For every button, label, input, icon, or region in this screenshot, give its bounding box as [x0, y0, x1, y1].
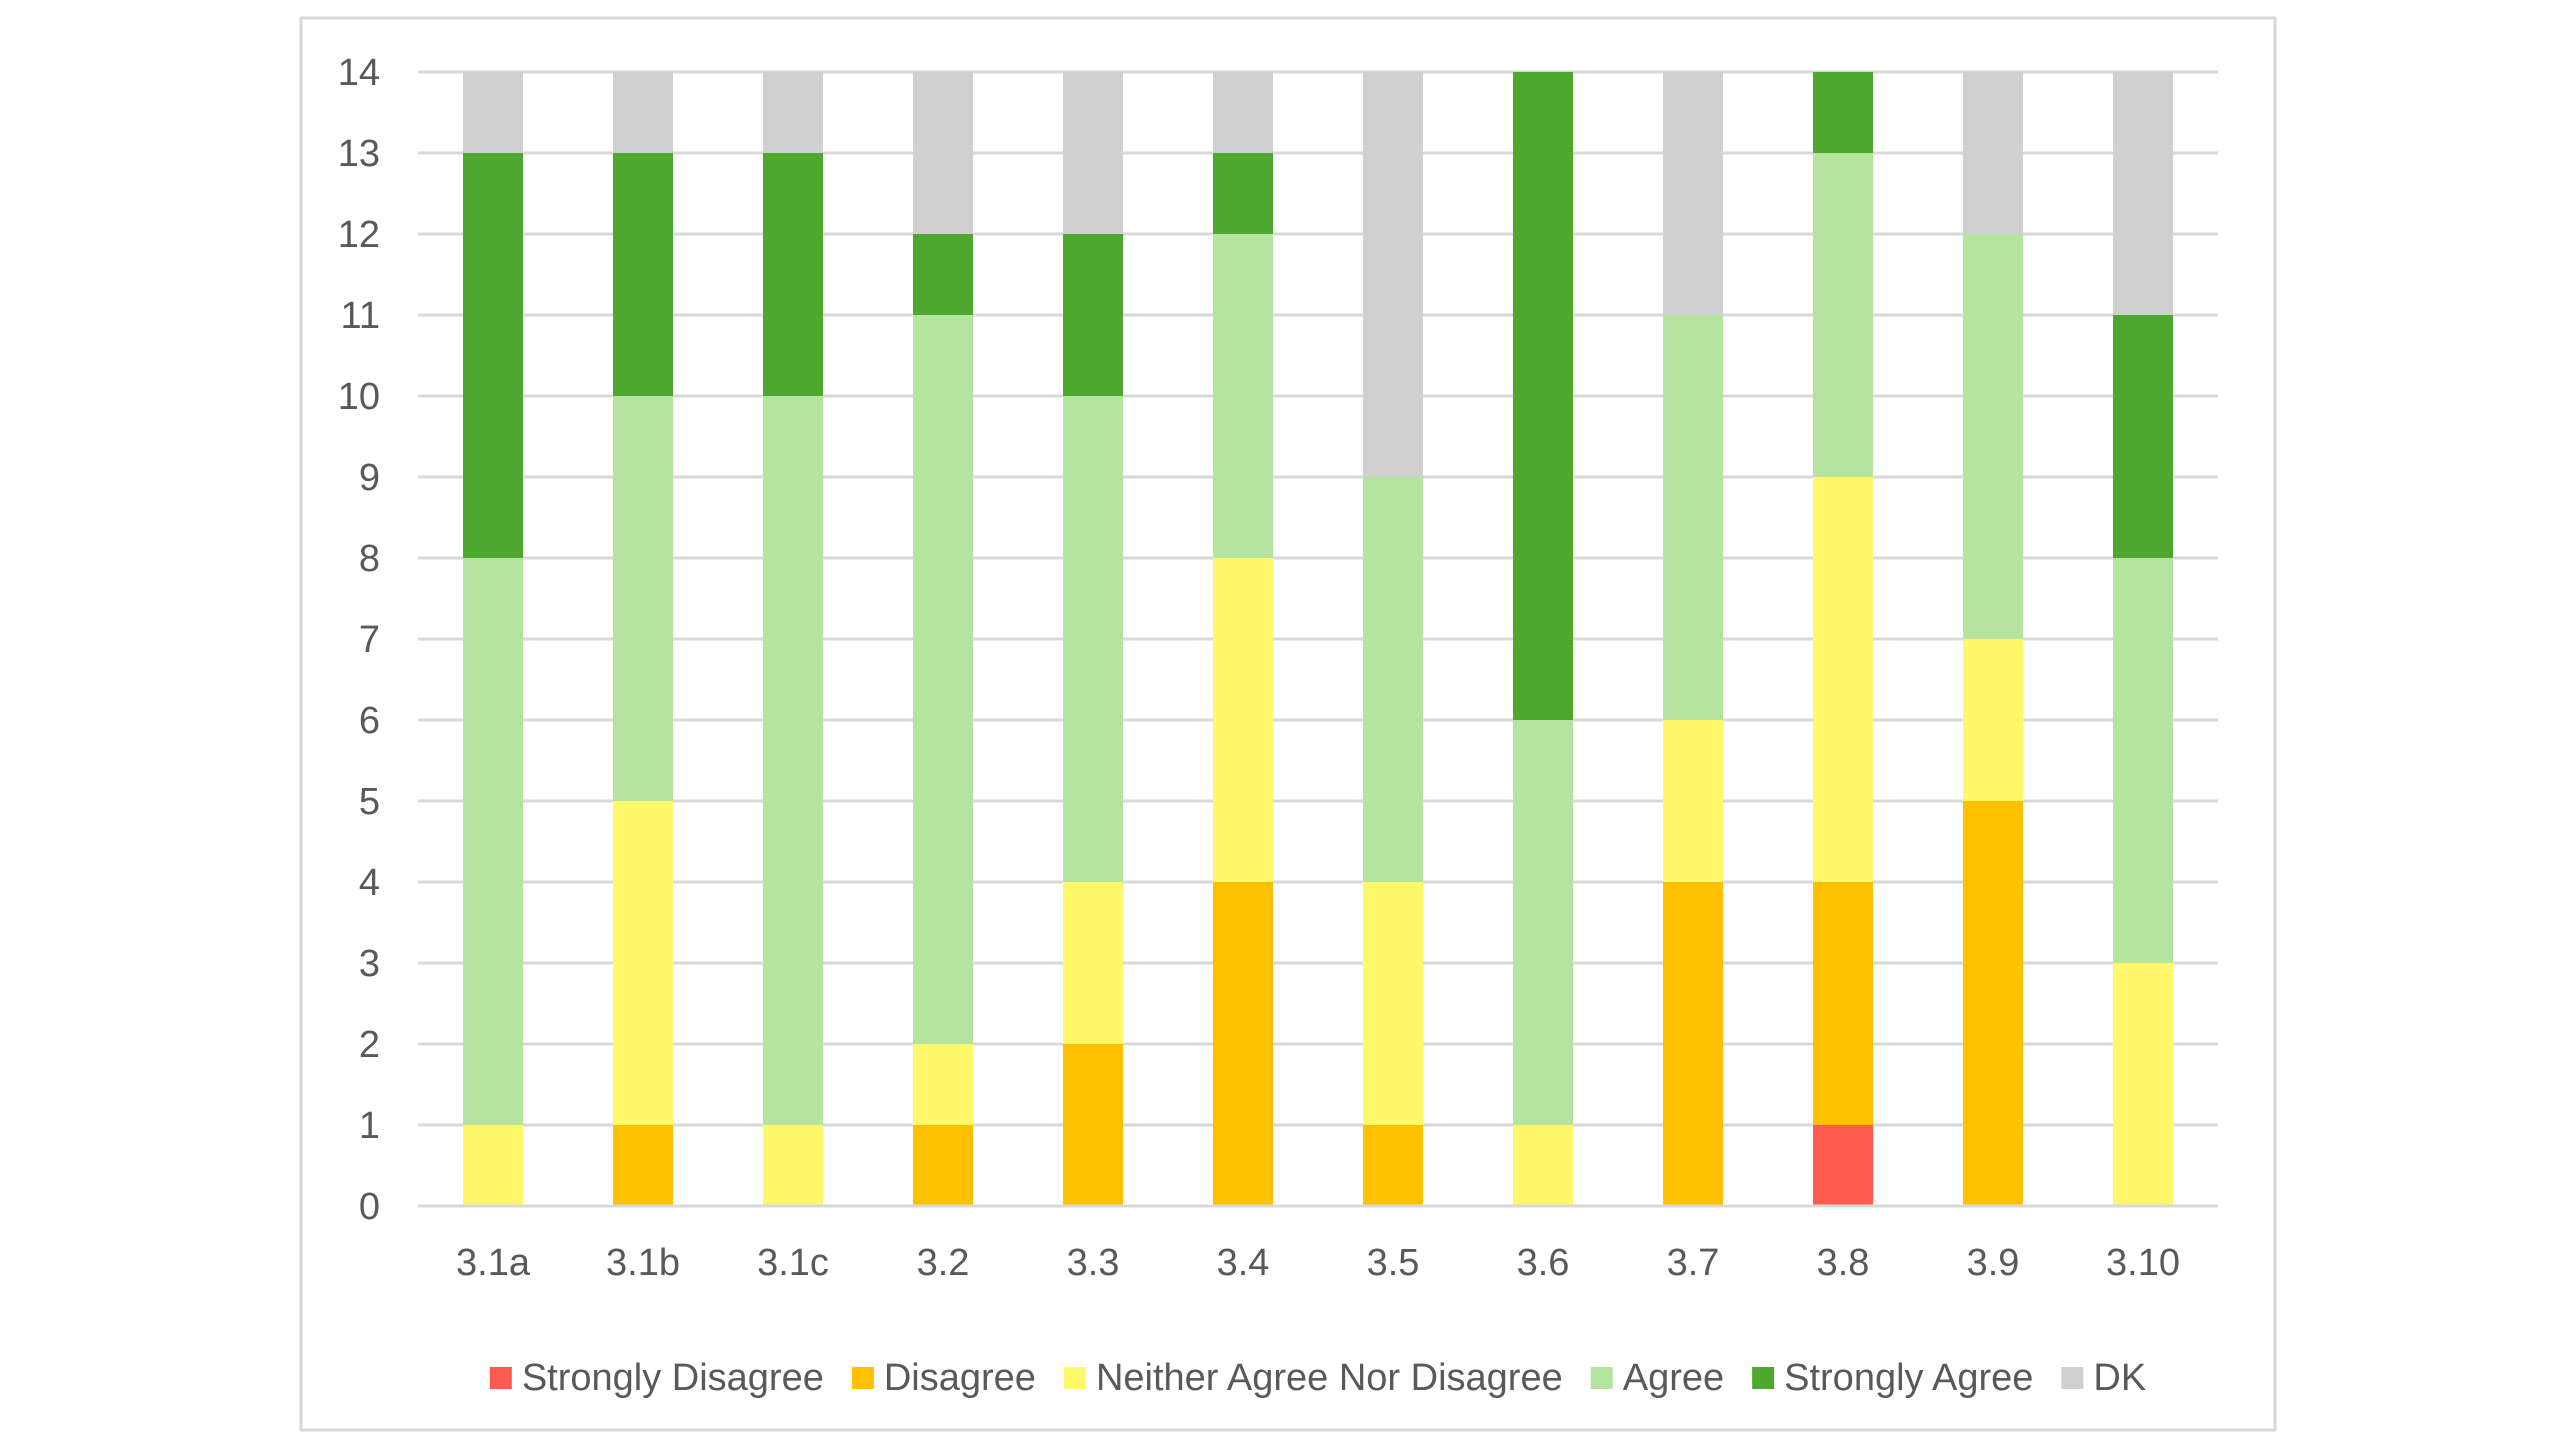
x-tick-label: 3.1b	[606, 1242, 680, 1284]
y-tick-label: 8	[359, 538, 380, 580]
x-tick-label: 3.6	[1517, 1242, 1570, 1284]
x-tick-label: 3.5	[1367, 1242, 1420, 1284]
x-tick-label: 3.3	[1067, 1242, 1120, 1284]
y-tick-label: 14	[338, 52, 380, 94]
legend-label: DK	[2093, 1357, 2146, 1399]
y-tick-label: 9	[359, 457, 380, 499]
bar-segment	[2113, 72, 2173, 315]
y-tick-label: 2	[359, 1024, 380, 1066]
bar-segment	[463, 558, 523, 1125]
bar-segment	[1663, 315, 1723, 720]
y-tick-label: 1	[359, 1105, 380, 1147]
y-tick-label: 6	[359, 700, 380, 742]
legend-label: Strongly Disagree	[522, 1357, 824, 1399]
bar-segment	[1063, 882, 1123, 1044]
bars	[463, 72, 2173, 1206]
legend-label: Agree	[1623, 1357, 1724, 1399]
x-tick-label: 3.7	[1667, 1242, 1720, 1284]
x-tick-label: 3.1a	[456, 1242, 531, 1284]
bar-segment	[1213, 153, 1273, 234]
bar-segment	[763, 153, 823, 396]
x-tick-label: 3.1c	[757, 1242, 829, 1284]
bar-segment	[1963, 72, 2023, 234]
y-tick-label: 0	[359, 1186, 380, 1228]
bar-segment	[463, 153, 523, 558]
bar-segment	[1063, 72, 1123, 234]
bar-segment	[913, 1125, 973, 1206]
x-tick-label: 3.8	[1817, 1242, 1870, 1284]
y-tick-label: 11	[341, 295, 380, 337]
bar-segment	[1663, 72, 1723, 315]
bar-segment	[2113, 315, 2173, 558]
bar-segment	[1813, 72, 1873, 153]
bar-segment	[613, 1125, 673, 1206]
y-tick-label: 13	[338, 133, 380, 175]
y-tick-label: 5	[359, 781, 380, 823]
bar-segment	[1813, 153, 1873, 477]
bar-segment	[1063, 234, 1123, 396]
bar-segment	[1513, 72, 1573, 720]
bar-segment	[1213, 558, 1273, 882]
bar-segment	[913, 234, 973, 315]
bar-segment	[1813, 477, 1873, 882]
bar-segment	[1213, 234, 1273, 558]
bar-segment	[1213, 882, 1273, 1206]
bar-segment	[1213, 72, 1273, 153]
bar-segment	[1363, 72, 1423, 477]
bar-segment	[913, 315, 973, 1044]
y-tick-label: 10	[338, 376, 380, 418]
bar-segment	[1513, 720, 1573, 1125]
bar-segment	[1063, 1044, 1123, 1206]
bar-segment	[763, 1125, 823, 1206]
bar-segment	[913, 1044, 973, 1125]
legend-swatch	[2061, 1367, 2084, 1389]
bar-segment	[1363, 882, 1423, 1125]
bar-segment	[1963, 801, 2023, 1206]
bar-segment	[613, 396, 673, 801]
legend: Strongly Disagree Disagree Neither Agree N…	[489, 1357, 2146, 1399]
bar-segment	[1513, 1125, 1573, 1206]
bar-segment	[613, 72, 673, 153]
x-tick-label: 3.2	[917, 1242, 970, 1284]
y-tick-label: 3	[359, 943, 380, 985]
bar-segment	[1363, 1125, 1423, 1206]
bar-segment	[763, 72, 823, 153]
y-tick-label: 7	[359, 619, 380, 661]
bar-segment	[1663, 720, 1723, 882]
bar-segment	[1063, 396, 1123, 882]
bar-segment	[1963, 234, 2023, 639]
bar-segment	[463, 72, 523, 153]
y-tick-label: 12	[338, 214, 380, 256]
y-tick-label: 4	[359, 862, 380, 904]
bar-segment	[2113, 963, 2173, 1206]
legend-swatch	[1063, 1367, 1086, 1389]
bar-segment	[1363, 477, 1423, 882]
bar-segment	[1663, 882, 1723, 1206]
bar-segment	[613, 801, 673, 1125]
legend-swatch	[489, 1367, 512, 1389]
bar-segment	[2113, 558, 2173, 963]
x-tick-label: 3.10	[2106, 1242, 2180, 1284]
bar-segment	[763, 396, 823, 1125]
x-tick-label: 3.9	[1967, 1242, 2020, 1284]
legend-label: Disagree	[884, 1357, 1036, 1399]
legend-label: Strongly Agree	[1784, 1357, 2033, 1399]
bar-segment	[613, 153, 673, 396]
legend-swatch	[1590, 1367, 1613, 1389]
legend-swatch	[851, 1367, 874, 1389]
bar-segment	[1813, 1125, 1873, 1206]
bar-segment	[1813, 882, 1873, 1125]
x-tick-label: 3.4	[1217, 1242, 1270, 1284]
legend-swatch	[1752, 1367, 1775, 1389]
legend-label: Neither Agree Nor Disagree	[1096, 1357, 1563, 1399]
bar-segment	[1963, 639, 2023, 801]
bar-segment	[463, 1125, 523, 1206]
bar-segment	[913, 72, 973, 234]
